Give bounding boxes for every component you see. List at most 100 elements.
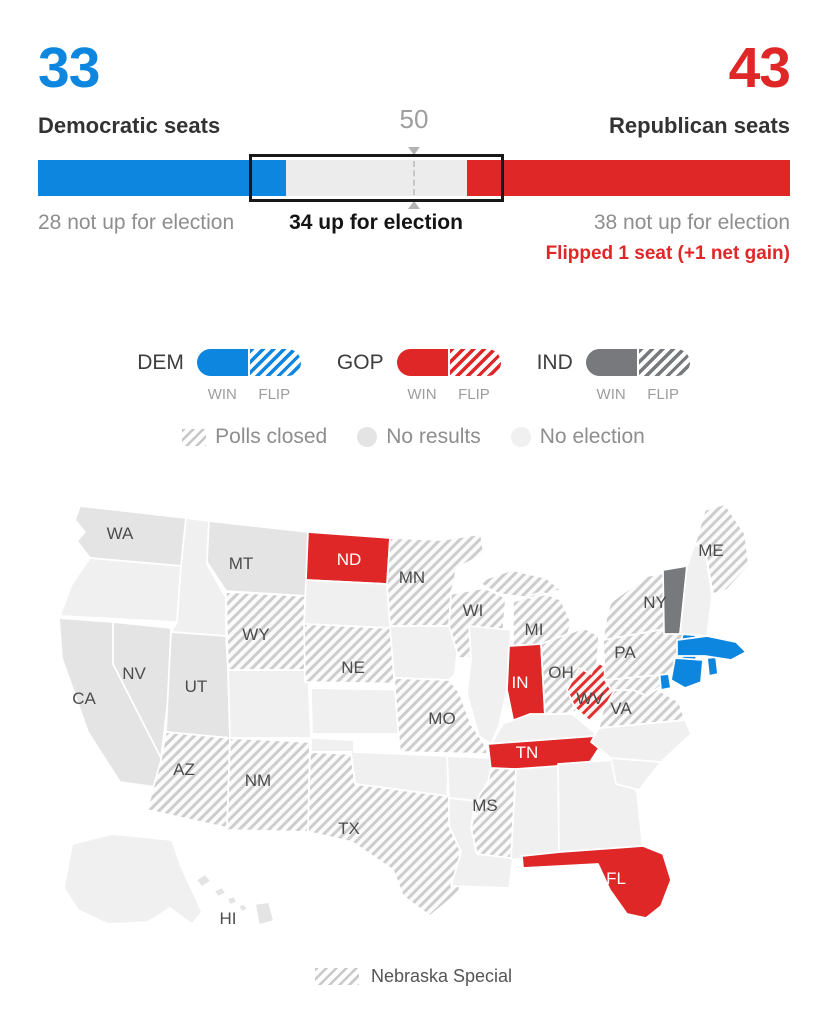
- polls-closed-swatch-icon: [182, 428, 207, 446]
- legend-no-election: No election: [510, 425, 645, 449]
- state-tn[interactable]: [487, 735, 600, 771]
- state-label-ny: NY: [643, 593, 667, 612]
- party-name: GOP: [336, 351, 384, 374]
- no-results-label: No results: [386, 425, 481, 448]
- state-co[interactable]: [227, 669, 312, 739]
- state-al[interactable]: [510, 765, 561, 861]
- state-label-wa: WA: [107, 524, 134, 543]
- ind-win-swatch: [585, 349, 637, 376]
- bar-segment-gop-not-up: [504, 160, 790, 196]
- state-ma[interactable]: [676, 635, 747, 661]
- ind-flip-swatch: [638, 349, 690, 376]
- state-label-mn: MN: [399, 568, 425, 587]
- party-name: IND: [536, 351, 573, 374]
- gop-total-count: 43: [728, 36, 791, 100]
- state-mt[interactable]: [206, 520, 309, 597]
- state-label-pa: PA: [614, 643, 636, 662]
- no-election-label: No election: [539, 425, 645, 448]
- legend-no-results: No results: [357, 425, 481, 449]
- polls-closed-label: Polls closed: [215, 425, 328, 448]
- state-label-wi: WI: [463, 601, 484, 620]
- state-label-mt: MT: [229, 554, 254, 573]
- up-for-election-box: [248, 154, 505, 202]
- state-mn[interactable]: [386, 533, 485, 627]
- dem-pill: [196, 349, 301, 376]
- nebraska-special-label: Nebraska Special: [370, 966, 513, 986]
- state-label-ne: NE: [341, 658, 365, 677]
- state-ri[interactable]: [706, 656, 719, 677]
- state-sd[interactable]: [303, 579, 391, 629]
- flip-label: FLIP: [647, 386, 679, 403]
- state-az[interactable]: [146, 731, 231, 829]
- party-name: DEM: [137, 351, 184, 374]
- dem-seats-label: Democratic seats: [38, 113, 221, 138]
- nebraska-special-note: Nebraska Special: [0, 966, 827, 987]
- win-label: WIN: [207, 386, 237, 403]
- state-or[interactable]: [59, 557, 182, 623]
- gop-flip-note: Flipped 1 seat (+1 net gain): [545, 243, 790, 264]
- state-label-ut: UT: [185, 677, 208, 696]
- up-for-election-label: 34 up for election: [289, 211, 463, 234]
- bar-segment-dem-won: [248, 160, 287, 196]
- state-label-mi: MI: [525, 620, 544, 639]
- bar-segment-dem-not-up: [38, 160, 249, 196]
- ind-pill: [585, 349, 690, 376]
- state-label-ms: MS: [472, 796, 498, 815]
- state-label-va: VA: [610, 699, 632, 718]
- win-label: WIN: [596, 386, 626, 403]
- majority-dashed-line: [413, 161, 415, 195]
- state-label-tx: TX: [338, 819, 360, 838]
- nebraska-special-swatch-icon: [314, 968, 359, 985]
- dem-not-up-label: 28 not up for election: [38, 211, 235, 234]
- gop-seats-label: Republican seats: [609, 113, 790, 138]
- gop-win-swatch: [396, 349, 448, 376]
- state-label-wy: WY: [242, 625, 269, 644]
- state-label-nv: NV: [122, 664, 146, 683]
- flip-label: FLIP: [258, 386, 291, 403]
- bar-segment-gop-won: [466, 160, 505, 196]
- state-label-az: AZ: [173, 760, 195, 779]
- legend-party-gop: GOP WIN FLIP: [337, 349, 501, 403]
- state-la[interactable]: [448, 797, 514, 889]
- flip-label: FLIP: [458, 386, 490, 403]
- dem-win-swatch: [196, 349, 248, 376]
- gop-not-up-label: 38 not up for election: [593, 211, 790, 234]
- legend-party-ind: IND WIN FLIP: [537, 349, 690, 403]
- us-states-map: WA CA NV MT WY UT AZ NM ND NE TX MN MO WI MI IN OH TN MS FL…: [58, 503, 750, 928]
- state-label-fl: FL: [606, 869, 626, 888]
- state-label-nd: ND: [337, 550, 362, 569]
- dem-total-count: 33: [38, 36, 100, 100]
- state-label-hi: HI: [220, 909, 237, 928]
- state-label-ca: CA: [72, 689, 96, 708]
- state-ia[interactable]: [389, 625, 460, 681]
- state-label-oh: OH: [548, 663, 574, 682]
- state-sc[interactable]: [610, 757, 662, 791]
- dem-flip-swatch: [249, 349, 301, 376]
- legend-parties: DEM WIN FLIP GOP WIN: [0, 349, 827, 403]
- no-election-swatch-icon: [510, 427, 531, 447]
- state-ct[interactable]: [670, 657, 704, 689]
- seat-balance-bar: [38, 154, 790, 202]
- win-label: WIN: [407, 386, 437, 403]
- state-fl[interactable]: [521, 845, 672, 919]
- no-results-swatch-icon: [357, 427, 378, 447]
- gop-pill: [396, 349, 501, 376]
- majority-marker-bottom-icon: [408, 201, 420, 209]
- state-label-wv: WV: [576, 689, 604, 708]
- bar-segment-undecided: [286, 160, 467, 196]
- state-label-tn: TN: [516, 743, 539, 762]
- legend-party-dem: DEM WIN FLIP: [137, 349, 301, 403]
- legend-polls-closed: Polls closed: [182, 425, 327, 449]
- state-me[interactable]: [694, 503, 750, 595]
- majority-tick-label: 50: [399, 104, 429, 134]
- state-label-in: IN: [512, 673, 529, 692]
- state-label-mo: MO: [428, 709, 455, 728]
- legend-statuses: Polls closed No results No election: [0, 425, 827, 449]
- majority-marker-top-icon: [408, 147, 420, 155]
- state-label-me: ME: [698, 541, 724, 560]
- state-hi[interactable]: [195, 873, 275, 926]
- state-nv[interactable]: [112, 621, 172, 759]
- gop-flip-swatch: [449, 349, 501, 376]
- state-ak[interactable]: [63, 833, 203, 925]
